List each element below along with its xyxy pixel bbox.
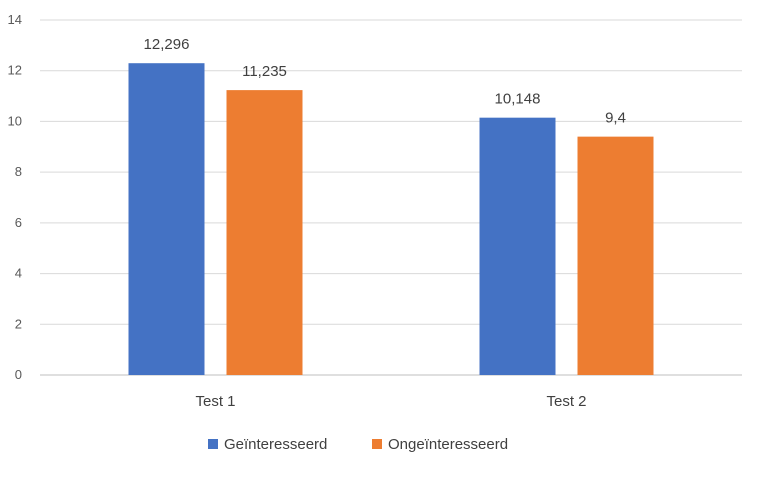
- bar-ongeinteresseerd: [577, 136, 654, 375]
- y-tick-label: 2: [15, 316, 22, 331]
- bar-geinteresseerd: [128, 63, 205, 376]
- y-tick-label: 0: [15, 367, 22, 382]
- legend: Geïnteresseerd Ongeïnteresseerd: [208, 436, 508, 453]
- bar-geinteresseerd: [479, 117, 556, 375]
- data-label: 11,235: [242, 63, 287, 80]
- y-tick-label: 6: [15, 215, 22, 230]
- data-label: 10,148: [495, 91, 541, 108]
- data-label: 12,296: [144, 36, 190, 53]
- legend-label: Geïnteresseerd: [224, 436, 327, 453]
- y-tick-label: 10: [8, 113, 22, 128]
- legend-swatch: [372, 439, 382, 449]
- bar-ongeinteresseerd: [226, 90, 303, 376]
- x-category-label: Test 1: [195, 393, 235, 410]
- y-tick-label: 4: [15, 266, 22, 281]
- data-labels: 12,296 11,235 10,148 9,4: [144, 36, 626, 126]
- legend-label: Ongeïnteresseerd: [388, 436, 508, 453]
- legend-swatch: [208, 439, 218, 449]
- y-tick-label: 12: [8, 63, 22, 78]
- x-category-label: Test 2: [546, 393, 586, 410]
- x-axis-categories: Test 1 Test 2: [195, 393, 586, 410]
- y-tick-label: 14: [8, 12, 22, 27]
- data-label: 9,4: [605, 110, 626, 127]
- y-axis-ticks: 0 2 4 6 8 10 12 14: [8, 12, 22, 382]
- bars: [128, 63, 654, 376]
- y-tick-label: 8: [15, 164, 22, 179]
